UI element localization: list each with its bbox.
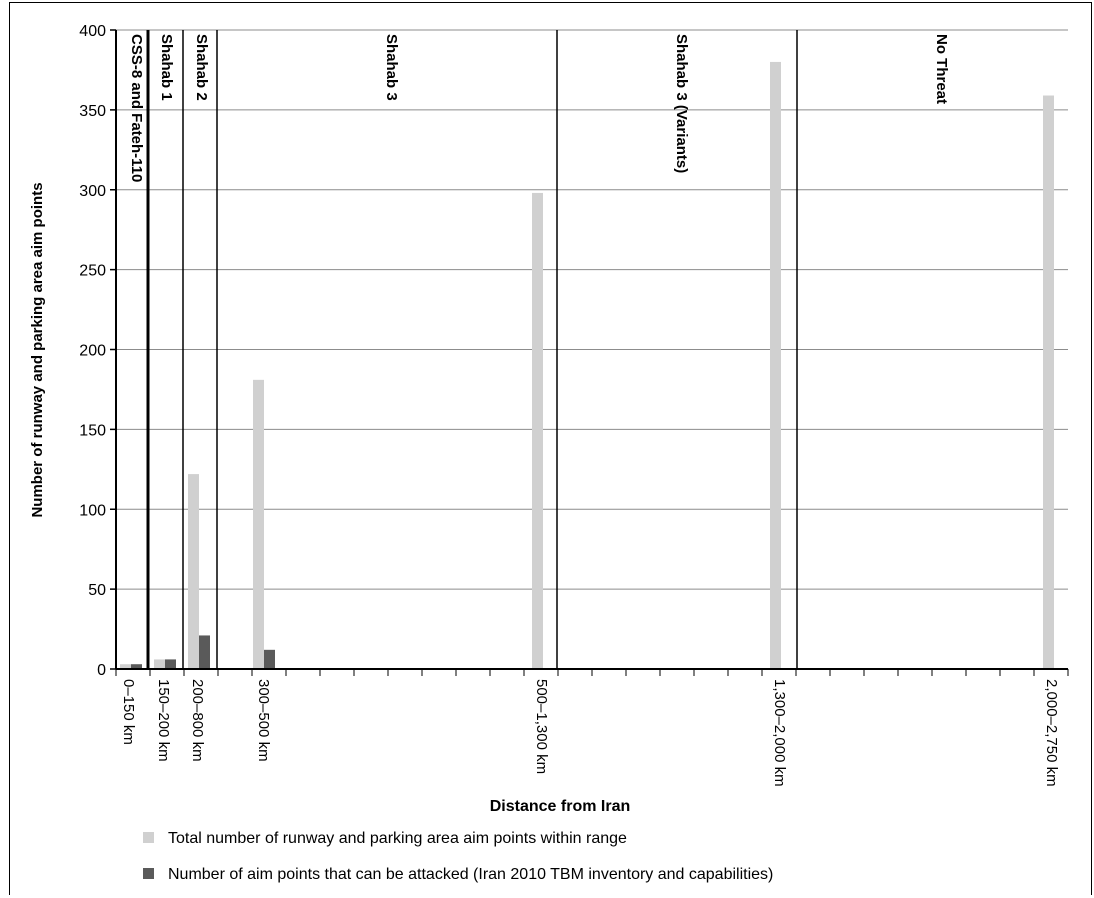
region-dividers <box>146 30 798 669</box>
y-tick-label: 100 <box>79 502 106 519</box>
bar-attacked <box>131 664 142 669</box>
labels: 0 50 100 150 200 250 300 350 400 CSS-8 and Fateh-… <box>79 23 1060 787</box>
axes <box>110 29 1069 676</box>
bar-total <box>253 379 264 669</box>
legend-label-total: Total number of runway and parking area … <box>168 830 627 847</box>
x-tick-label: 300–500 km <box>255 679 272 762</box>
y-axis-title: Number of runway and parking area aim po… <box>29 182 46 517</box>
region-label: Shahab 2 <box>193 34 210 101</box>
y-tick-label: 150 <box>79 422 106 439</box>
x-tick-label: 0–150 km <box>120 679 137 745</box>
bar-attacked <box>165 659 176 669</box>
bar-total <box>532 192 543 669</box>
x-tick-label: 200–800 km <box>189 679 206 762</box>
bar-total <box>120 664 131 669</box>
legend: Total number of runway and parking area … <box>143 830 773 883</box>
y-tick-label: 300 <box>79 183 106 200</box>
region-label: CSS-8 and Fateh-110 <box>128 34 145 182</box>
bar-attacked <box>199 635 210 669</box>
x-tick-label: 150–200 km <box>155 679 172 762</box>
y-tick-label: 50 <box>88 582 106 599</box>
y-tick-label: 250 <box>79 263 106 280</box>
bar-total <box>770 61 781 669</box>
bar-total <box>188 474 199 669</box>
gridlines <box>116 29 1068 590</box>
region-label: Shahab 1 <box>158 34 175 101</box>
x-tick-label: 2,000–2,750 km <box>1043 679 1060 787</box>
chart-frame <box>9 2 1092 895</box>
x-tick-label: 500–1,300 km <box>533 679 550 774</box>
legend-swatch-total <box>143 832 154 843</box>
bar-total <box>154 659 165 669</box>
y-tick-label: 0 <box>97 662 106 679</box>
y-tick-label: 400 <box>79 23 106 40</box>
legend-label-attacked: Number of aim points that can be attacke… <box>168 866 773 883</box>
region-label: No Threat <box>933 34 950 104</box>
x-axis-title: Distance from Iran <box>490 798 630 815</box>
region-label: Shahab 3 (Variants) <box>673 34 690 173</box>
bar-total <box>1043 95 1054 669</box>
y-tick-label: 350 <box>79 103 106 120</box>
bars <box>120 61 1054 669</box>
bar-attacked <box>264 649 275 669</box>
legend-swatch-attacked <box>143 868 154 879</box>
region-label: Shahab 3 <box>383 34 400 101</box>
y-tick-label: 200 <box>79 343 106 360</box>
x-tick-label: 1,300–2,000 km <box>771 679 788 787</box>
